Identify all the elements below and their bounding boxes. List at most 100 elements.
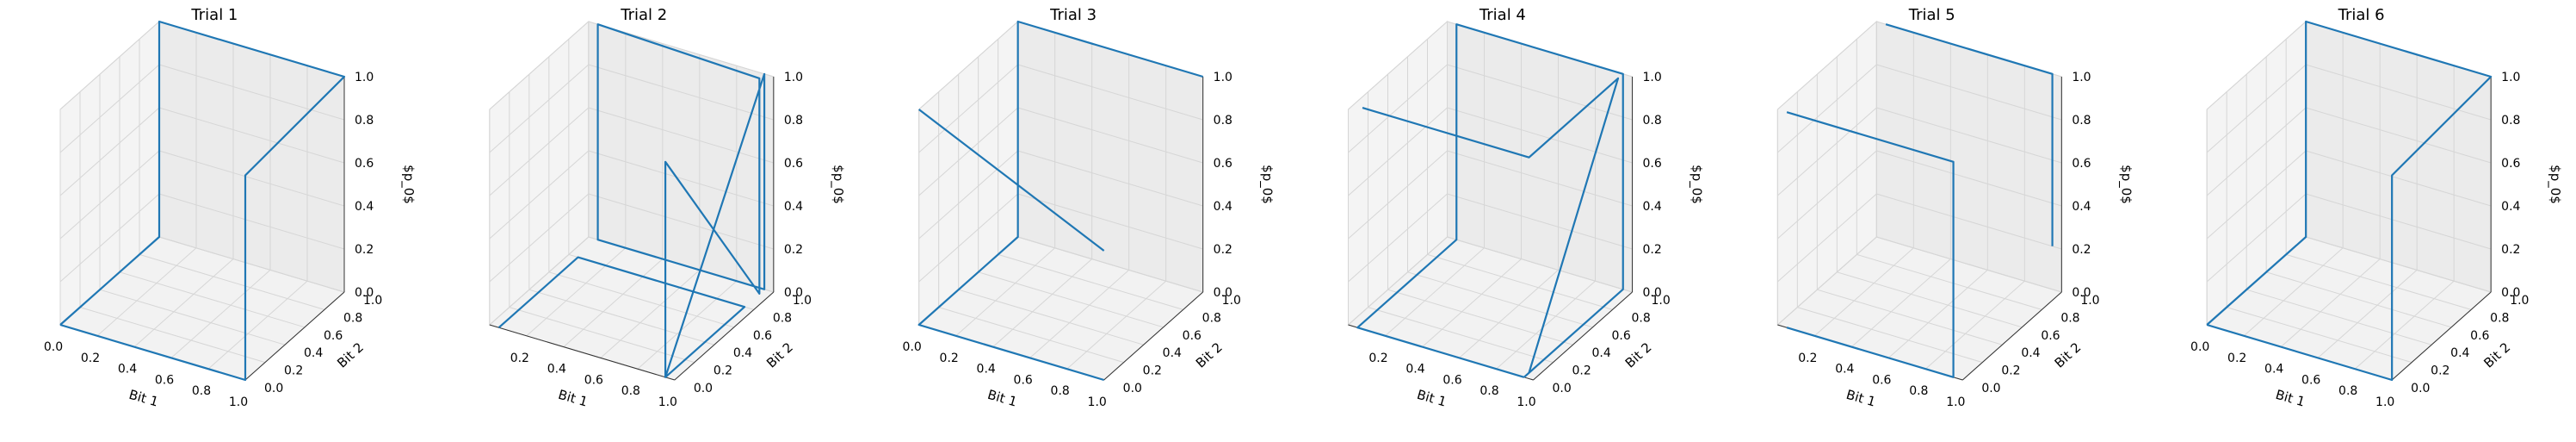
series-line-1 [2206,20,2493,382]
series-line-1 [59,20,346,382]
x-tick-label: 1.0 [2375,395,2394,409]
z-tick-label: 1.0 [1214,71,1232,84]
x-tick-label: 1.0 [229,395,248,409]
grid-line [2280,258,2381,347]
grid-line [526,247,627,337]
y-tick-label: 1.0 [2080,294,2099,308]
grid-line [918,64,1018,153]
x-tick-label: 0.8 [2338,384,2357,398]
grid-line [59,21,160,110]
subplot-title: Trial 2 [620,6,667,24]
grid-line [588,150,774,207]
z-tick-label: 0.8 [2072,114,2091,128]
grid-line [2306,64,2492,121]
grid-line [1447,150,1633,207]
grid-line [1777,107,1877,196]
grid-line [96,247,197,337]
x-tick-label: 0.0 [44,340,63,354]
x-tick-label: 0.2 [940,352,959,365]
grid-line [1925,280,2025,370]
grid-line [958,289,1144,346]
y-tick-label: 0.2 [1143,364,1162,378]
grid-line [1814,247,1914,337]
grid-line [1447,64,1633,121]
z-tick-label: 1.0 [355,71,374,84]
grid-line [1348,64,1448,153]
z-tick-label: 0.6 [2072,157,2091,171]
z-tick-label: 0.6 [784,157,803,171]
subplot-title: Trial 4 [1479,6,1526,24]
x-tick-label: 0.4 [2264,363,2283,377]
x-tick-label: 1.0 [1946,395,1965,409]
grid-line [955,247,1055,337]
z-tick-label: 1.0 [784,71,803,84]
x-axis-label: Bit 1 [985,387,1018,410]
y-tick-label: 0.0 [2411,382,2430,395]
grid-line [1387,289,1573,346]
grid-line [1348,150,1448,240]
grid-line [918,107,1018,196]
grid-line [1837,271,2023,328]
grid-line [489,107,590,196]
grid-line [998,253,1183,310]
grid-line [139,253,325,310]
grid-line [158,107,345,164]
grid-line [1876,236,2062,293]
x-tick-label: 0.0 [2190,340,2209,354]
grid-line [588,64,774,121]
z-axis-label: $p_0$ [2117,165,2134,204]
series-line-1 [917,20,1203,382]
grid-line [99,289,286,346]
subplot-6: Trial 60.00.20.40.60.81.00.00.20.40.60.8… [2190,6,2563,410]
z-tick-label: 0.2 [2501,243,2520,257]
z-axis-label: $p_0$ [830,165,846,204]
x-axis-label: Bit 1 [127,387,160,410]
grid-line [2206,107,2307,196]
y-tick-label: 0.8 [1202,311,1221,325]
x-tick-label: 1.0 [1517,395,1535,409]
grid-line [1777,193,1877,283]
grid-line [79,307,266,364]
y-tick-label: 0.8 [2060,311,2079,325]
z-tick-label: 0.0 [2072,286,2091,300]
y-tick-label: 1.0 [1652,294,1671,308]
grid-line [1017,236,1203,293]
x-tick-label: 0.4 [118,363,137,377]
z-tick-label: 0.4 [1214,200,1232,214]
y-axis-line [2391,291,2492,381]
grid-line [2306,193,2492,250]
grid-line [1777,150,1877,240]
grid-line [2306,107,2492,164]
z-tick-label: 0.6 [2501,157,2520,171]
z-tick-label: 0.6 [355,157,374,171]
y-tick-label: 0.4 [1163,346,1182,360]
grid-line [563,258,664,347]
grid-line [2246,289,2432,346]
z-tick-label: 0.2 [1214,243,1232,257]
grid-line [528,289,714,346]
x-tick-label: 0.6 [1014,373,1033,387]
z-tick-label: 1.0 [1643,71,1662,84]
grid-line [918,150,1018,240]
y-tick-label: 0.2 [713,364,732,378]
subplot-title: Trial 3 [1049,6,1096,24]
x-axis-line [489,324,675,381]
grid-line [588,193,774,250]
z-tick-label: 0.8 [355,114,374,128]
y-tick-label: 0.6 [753,329,772,343]
grid-line [1029,270,1129,358]
grid-line [1447,107,1633,164]
grid-line [1017,107,1203,164]
grid-line [2266,271,2452,328]
grid-line [158,64,345,121]
grid-line [489,193,590,283]
subplot-5: Trial 50.20.40.60.81.00.00.20.40.60.81.0… [1776,6,2134,410]
grid-line [600,270,701,358]
series-line-2 [917,109,1105,252]
grid-line [918,193,1018,283]
y-axis-label: Bit 2 [1622,339,1655,371]
grid-line [2206,64,2307,153]
z-tick-label: 0.0 [355,286,374,300]
z-tick-label: 1.0 [2501,71,2520,84]
series-line-1 [1356,23,1624,378]
